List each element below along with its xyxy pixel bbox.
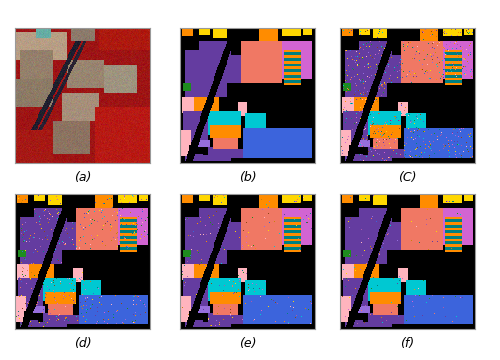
Text: (e): (e) bbox=[239, 337, 256, 350]
Text: (C): (C) bbox=[398, 171, 417, 184]
Text: (a): (a) bbox=[74, 171, 91, 184]
Text: (d): (d) bbox=[74, 337, 92, 350]
Text: (b): (b) bbox=[238, 171, 256, 184]
Text: (f): (f) bbox=[400, 337, 414, 350]
